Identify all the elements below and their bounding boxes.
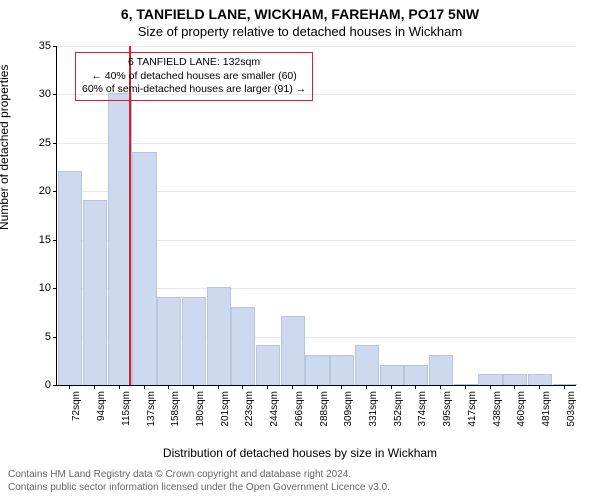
x-tick-mark — [341, 385, 342, 389]
y-tick-label: 20 — [39, 185, 57, 197]
x-tick-mark — [168, 385, 169, 389]
footer-line-1: Contains HM Land Registry data © Crown c… — [8, 469, 390, 482]
x-tick-label: 158sqm — [170, 391, 181, 427]
x-tick-mark — [366, 385, 367, 389]
x-tick-label: 223sqm — [244, 391, 255, 427]
histogram-bar — [404, 365, 428, 385]
histogram-bar — [132, 152, 156, 385]
histogram-bar — [207, 287, 231, 385]
gridline — [57, 46, 576, 47]
x-tick-label: 201sqm — [220, 391, 231, 427]
x-tick-label: 331sqm — [368, 391, 379, 427]
histogram-bar — [503, 374, 527, 385]
x-tick-mark — [514, 385, 515, 389]
histogram-bar — [380, 365, 404, 385]
x-tick-label: 137sqm — [146, 391, 157, 427]
x-tick-mark — [144, 385, 145, 389]
page-subtitle: Size of property relative to detached ho… — [0, 24, 600, 39]
x-tick-mark — [242, 385, 243, 389]
marker-annotation: 6 TANFIELD LANE: 132sqm ← 40% of detache… — [75, 52, 313, 101]
x-tick-label: 94sqm — [96, 391, 107, 421]
annot-line-1: 6 TANFIELD LANE: 132sqm — [82, 56, 306, 70]
y-tick-label: 35 — [39, 40, 57, 52]
x-tick-mark — [564, 385, 565, 389]
histogram-bar — [330, 355, 354, 385]
x-tick-mark — [292, 385, 293, 389]
gridline — [57, 143, 576, 144]
histogram-bar — [157, 297, 181, 385]
x-tick-mark — [94, 385, 95, 389]
footer-line-2: Contains public sector information licen… — [8, 482, 390, 495]
histogram-bar — [231, 307, 255, 385]
attribution-footer: Contains HM Land Registry data © Crown c… — [8, 469, 390, 494]
x-tick-label: 244sqm — [269, 391, 280, 427]
histogram-bar — [528, 374, 552, 385]
x-tick-mark — [317, 385, 318, 389]
y-tick-label: 5 — [45, 331, 57, 343]
y-tick-label: 0 — [45, 379, 57, 391]
histogram-bar — [58, 171, 82, 385]
histogram-bar — [281, 316, 305, 385]
page-title: 6, TANFIELD LANE, WICKHAM, FAREHAM, PO17… — [0, 6, 600, 22]
annot-line-3: 60% of semi-detached houses are larger (… — [82, 83, 306, 97]
x-tick-label: 266sqm — [294, 391, 305, 427]
x-tick-label: 481sqm — [541, 391, 552, 427]
histogram-bar — [478, 374, 502, 385]
x-tick-label: 288sqm — [319, 391, 330, 427]
y-tick-label: 10 — [39, 282, 57, 294]
x-tick-mark — [465, 385, 466, 389]
histogram-bar — [355, 345, 379, 385]
annot-line-2: ← 40% of detached houses are smaller (60… — [82, 70, 306, 84]
x-tick-label: 180sqm — [195, 391, 206, 427]
histogram-bar — [83, 200, 107, 385]
x-tick-mark — [69, 385, 70, 389]
x-tick-mark — [267, 385, 268, 389]
x-tick-mark — [490, 385, 491, 389]
histogram-bar — [429, 355, 453, 385]
x-tick-label: 438sqm — [492, 391, 503, 427]
x-tick-label: 115sqm — [121, 391, 132, 426]
histogram-bar — [305, 355, 329, 385]
y-axis-label: Number of detached properties — [0, 65, 11, 230]
x-tick-label: 395sqm — [442, 391, 453, 427]
x-tick-mark — [415, 385, 416, 389]
x-tick-label: 309sqm — [343, 391, 354, 427]
x-tick-mark — [440, 385, 441, 389]
x-axis-label: Distribution of detached houses by size … — [0, 446, 600, 460]
y-tick-label: 25 — [39, 137, 57, 149]
x-tick-label: 417sqm — [467, 391, 478, 427]
y-tick-label: 15 — [39, 234, 57, 246]
x-tick-label: 374sqm — [417, 391, 428, 427]
histogram-bar — [182, 297, 206, 385]
y-tick-label: 30 — [39, 88, 57, 100]
histogram-bar — [256, 345, 280, 385]
x-tick-mark — [119, 385, 120, 389]
x-tick-mark — [193, 385, 194, 389]
x-tick-label: 352sqm — [393, 391, 404, 427]
x-tick-mark — [539, 385, 540, 389]
x-tick-label: 503sqm — [566, 391, 577, 427]
histogram-plot: 0510152025303572sqm94sqm115sqm137sqm158s… — [56, 46, 576, 386]
x-tick-label: 72sqm — [71, 391, 82, 421]
x-tick-label: 460sqm — [516, 391, 527, 427]
x-tick-mark — [218, 385, 219, 389]
x-tick-mark — [391, 385, 392, 389]
